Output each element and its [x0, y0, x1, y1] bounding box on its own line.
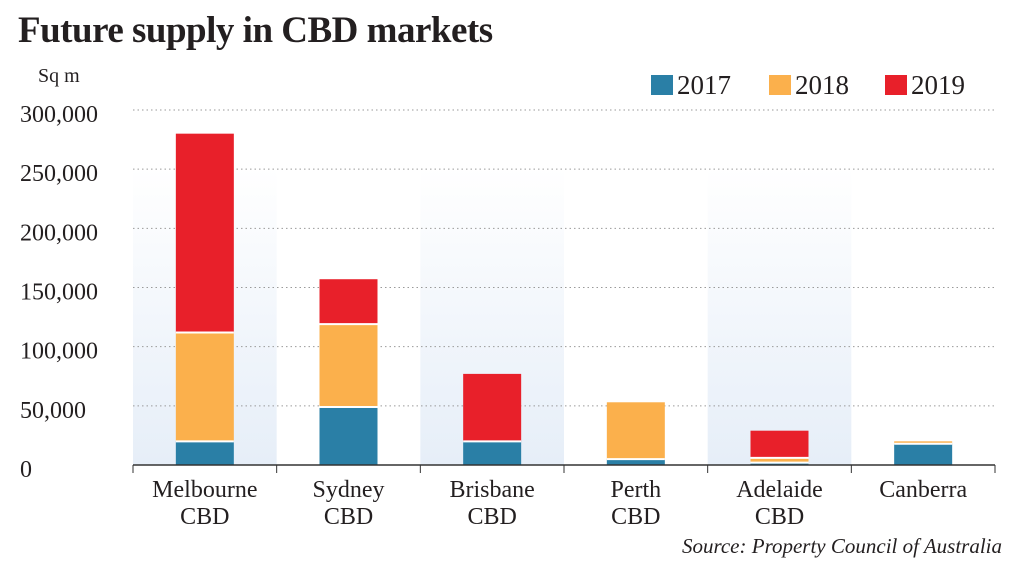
source-note: Source: Property Council of Australia [681, 534, 1002, 558]
legend-label: 2017 [677, 70, 731, 100]
x-tick-label: Melbourne [152, 477, 257, 503]
x-tick-label: Adelaide [736, 477, 823, 503]
bar-segment-2017 [319, 407, 378, 465]
y-tick-label: 150,000 [20, 280, 98, 306]
x-tick-label: CBD [324, 504, 373, 530]
bar-segment-2019 [750, 430, 809, 458]
bar-segment-2018 [750, 457, 809, 463]
bar-segment-2017 [175, 441, 234, 465]
legend-label: 2018 [795, 70, 849, 100]
legend-swatch-2018 [769, 75, 791, 95]
y-tick-label: 300,000 [20, 102, 98, 128]
y-tick-label: 200,000 [20, 220, 98, 246]
y-tick-label: 100,000 [20, 339, 98, 365]
bar-segment-2019 [175, 133, 234, 333]
bar-segment-2018 [606, 402, 665, 460]
bar-segment-2019 [463, 373, 522, 442]
category-band [707, 168, 852, 465]
y-tick-label: 0 [20, 457, 32, 483]
bar-segment-2017 [463, 441, 522, 465]
x-tick-label: CBD [180, 504, 229, 530]
x-tick-label: Canberra [879, 477, 967, 503]
bar-segment-2017 [606, 459, 665, 465]
bar-segment-2018 [894, 441, 953, 444]
x-tick-label: Perth [610, 477, 661, 503]
y-axis-label: Sq m [38, 65, 80, 87]
bar-segment-2019 [319, 279, 378, 325]
legend-swatch-2017 [651, 75, 673, 95]
bar-segment-2018 [319, 324, 378, 408]
x-tick-label: CBD [755, 504, 804, 530]
chart-title: Future supply in CBD markets [18, 10, 493, 51]
legend-swatch-2019 [885, 75, 907, 95]
bar-segment-2017 [750, 462, 809, 465]
x-tick-label: CBD [611, 504, 660, 530]
legend-label: 2019 [911, 70, 965, 100]
y-tick-label: 50,000 [20, 398, 86, 424]
x-tick-label: CBD [467, 504, 516, 530]
x-tick-label: Sydney [313, 477, 385, 503]
bar-segment-2017 [894, 443, 953, 465]
y-tick-label: 250,000 [20, 161, 98, 187]
bar-segment-2018 [175, 332, 234, 442]
x-tick-label: Brisbane [450, 477, 535, 503]
